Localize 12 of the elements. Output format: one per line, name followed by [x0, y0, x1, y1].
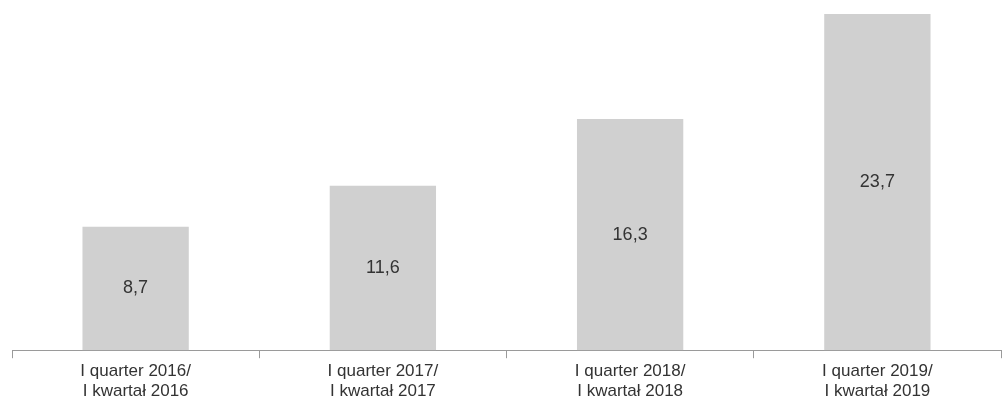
data-label: 23,7 — [859, 171, 895, 192]
data-label: 8,7 — [123, 277, 149, 298]
x-tick-label: I quarter 2016/ I kwartał 2016 — [80, 361, 192, 401]
x-tick-label: I quarter 2019/ I kwartał 2019 — [822, 361, 933, 401]
data-label: 16,3 — [612, 223, 648, 244]
bar — [576, 118, 684, 351]
data-label: 11,6 — [366, 256, 400, 277]
x-tick-label: I quarter 2018/ I kwartał 2018 — [574, 361, 686, 401]
bar — [329, 185, 437, 351]
bar — [82, 226, 189, 351]
bar — [824, 14, 931, 351]
x-tick-label: I quarter 2017/ I kwartał 2017 — [327, 361, 439, 401]
